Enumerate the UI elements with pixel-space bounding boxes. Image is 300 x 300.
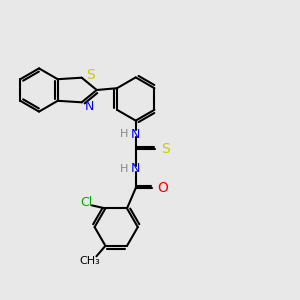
Text: O: O: [158, 181, 169, 195]
Text: H: H: [120, 164, 128, 174]
Text: N: N: [131, 162, 140, 175]
Text: Cl: Cl: [80, 196, 92, 209]
Text: N: N: [85, 100, 94, 113]
Text: N: N: [131, 128, 140, 141]
Text: CH₃: CH₃: [80, 256, 100, 266]
Text: S: S: [161, 142, 170, 156]
Text: S: S: [86, 68, 95, 82]
Text: H: H: [120, 129, 128, 139]
